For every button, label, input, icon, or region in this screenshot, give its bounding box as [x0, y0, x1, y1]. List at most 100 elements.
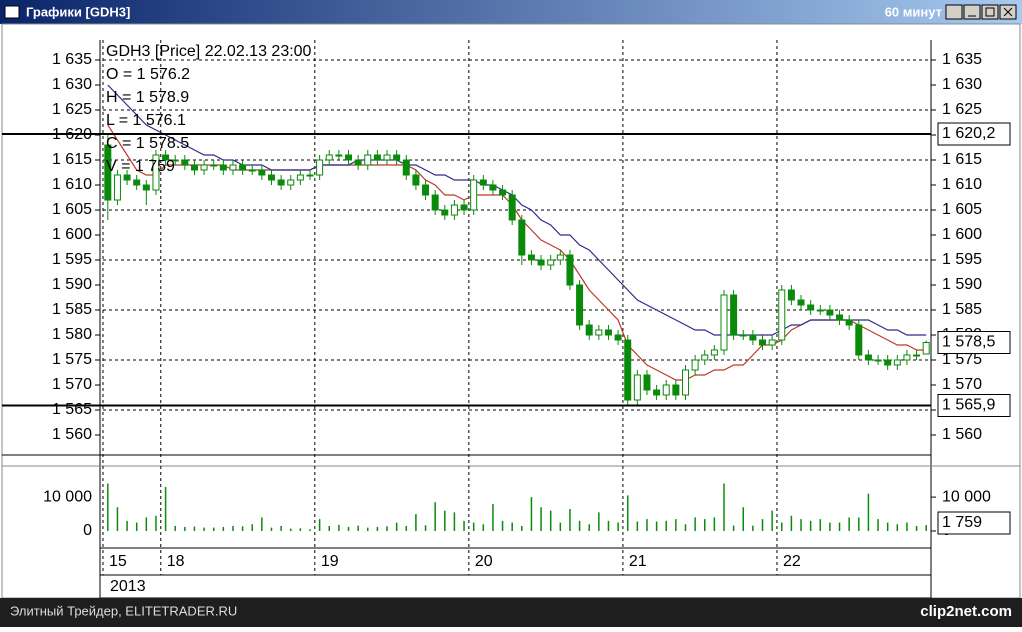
y-tick-label: 1 560: [52, 426, 92, 443]
y2-tick-label: 1 585: [942, 301, 982, 318]
y-tick-label: 1 595: [52, 251, 92, 268]
candle-body: [922, 342, 930, 355]
candle-body: [604, 329, 612, 336]
y2-tick-label: 1 610: [942, 176, 982, 193]
candle-body: [768, 339, 776, 346]
level-label: 1 620,2: [942, 125, 995, 142]
candle-body: [662, 384, 670, 396]
candle-body: [489, 184, 497, 191]
window-title: Графики [GDH3]: [26, 4, 130, 19]
y2-tick-label: 1 595: [942, 251, 982, 268]
candle-body: [354, 159, 362, 166]
candle-body: [171, 159, 179, 162]
candle-body: [258, 169, 266, 176]
candle-body: [816, 309, 824, 312]
volume-tick-label: 0: [83, 522, 92, 539]
candle-body: [913, 354, 921, 357]
candle-body: [547, 259, 555, 266]
chart-window: [1, 23, 1021, 599]
button-glyphs: [968, 7, 1013, 17]
volume-tick-label-right: 10 000: [942, 488, 991, 505]
y-tick-label: 1 610: [52, 176, 92, 193]
candle-body: [681, 369, 689, 396]
candle-body: [200, 164, 208, 171]
candle-body: [277, 179, 285, 186]
y-tick-label: 1 575: [52, 351, 92, 368]
candle-body: [643, 374, 651, 391]
candle-body: [181, 159, 189, 166]
y2-tick-label: 1 570: [942, 376, 982, 393]
date-label: 18: [167, 553, 185, 570]
window-buttons[interactable]: [945, 4, 1017, 20]
y2-tick-label: 1 590: [942, 276, 982, 293]
y-tick-label: 1 565: [52, 401, 92, 418]
candle-body: [518, 219, 526, 256]
pin-button[interactable]: [945, 4, 963, 20]
candle-body: [325, 154, 333, 161]
candle-body: [499, 189, 507, 196]
candle-body: [441, 209, 449, 216]
y-tick-label: 1 635: [52, 51, 92, 68]
candle-body: [306, 174, 314, 177]
y-tick-label: 1 615: [52, 151, 92, 168]
candle-body: [104, 144, 112, 201]
level-label: 1 565,9: [942, 397, 995, 414]
footer-right[interactable]: clip2net.com: [920, 603, 1012, 620]
year-label: 2013: [110, 578, 146, 595]
candle-body: [624, 339, 632, 401]
date-row: [99, 547, 932, 576]
candle-body: [123, 174, 131, 181]
y-tick-label: 1 600: [52, 226, 92, 243]
y-tick-label: 1 585: [52, 301, 92, 318]
date-label: 21: [629, 553, 647, 570]
candle-body: [903, 354, 911, 361]
candle-body: [152, 154, 160, 191]
minimize-button[interactable]: [963, 4, 981, 20]
candle-body: [460, 204, 468, 211]
candle-body: [874, 359, 882, 362]
interval: 60 минут: [885, 4, 942, 19]
y-tick-label: 1 625: [52, 101, 92, 118]
candle-body: [287, 179, 295, 186]
candle-body: [759, 339, 767, 346]
y-tick-label: 1 580: [52, 326, 92, 343]
maximize-button[interactable]: [981, 4, 999, 20]
last-label: 1 759: [942, 514, 982, 531]
candle-body: [701, 354, 709, 361]
footer-left: Элитный Трейдер, ELITETRADER.RU: [10, 603, 237, 618]
legend-line: L = 1 576.1: [106, 112, 186, 129]
candle-body: [739, 334, 747, 337]
legend-line: C = 1 578.5: [106, 135, 189, 152]
candle-body: [364, 154, 372, 166]
y2-tick-label: 1 630: [942, 76, 982, 93]
y-tick-label: 1 590: [52, 276, 92, 293]
candle-body: [296, 174, 304, 181]
y2-tick-label: 1 615: [942, 151, 982, 168]
candle-body: [210, 164, 218, 167]
y-tick-label: 1 570: [52, 376, 92, 393]
candle-body: [585, 324, 593, 336]
y2-tick-label: 1 625: [942, 101, 982, 118]
candle-body: [162, 154, 170, 161]
candle-body: [653, 389, 661, 396]
year-row: [99, 574, 932, 599]
y2-tick-label: 1 575: [942, 351, 982, 368]
candle-body: [836, 314, 844, 321]
y2-tick-label: 1 635: [942, 51, 982, 68]
candle-body: [556, 254, 564, 261]
window-icon: [4, 5, 20, 19]
y2-tick-label: 1 600: [942, 226, 982, 243]
candle-body: [797, 299, 805, 306]
volume-tick-label: 10 000: [43, 488, 92, 505]
last-box: [937, 511, 1011, 535]
candle-body: [884, 359, 892, 366]
candle-body: [383, 154, 391, 161]
date-label: 15: [109, 553, 127, 570]
date-label: 22: [783, 553, 801, 570]
footer: [0, 598, 1022, 627]
candle-body: [412, 174, 420, 186]
title-bar: [0, 0, 1022, 24]
candle-body: [826, 309, 834, 316]
